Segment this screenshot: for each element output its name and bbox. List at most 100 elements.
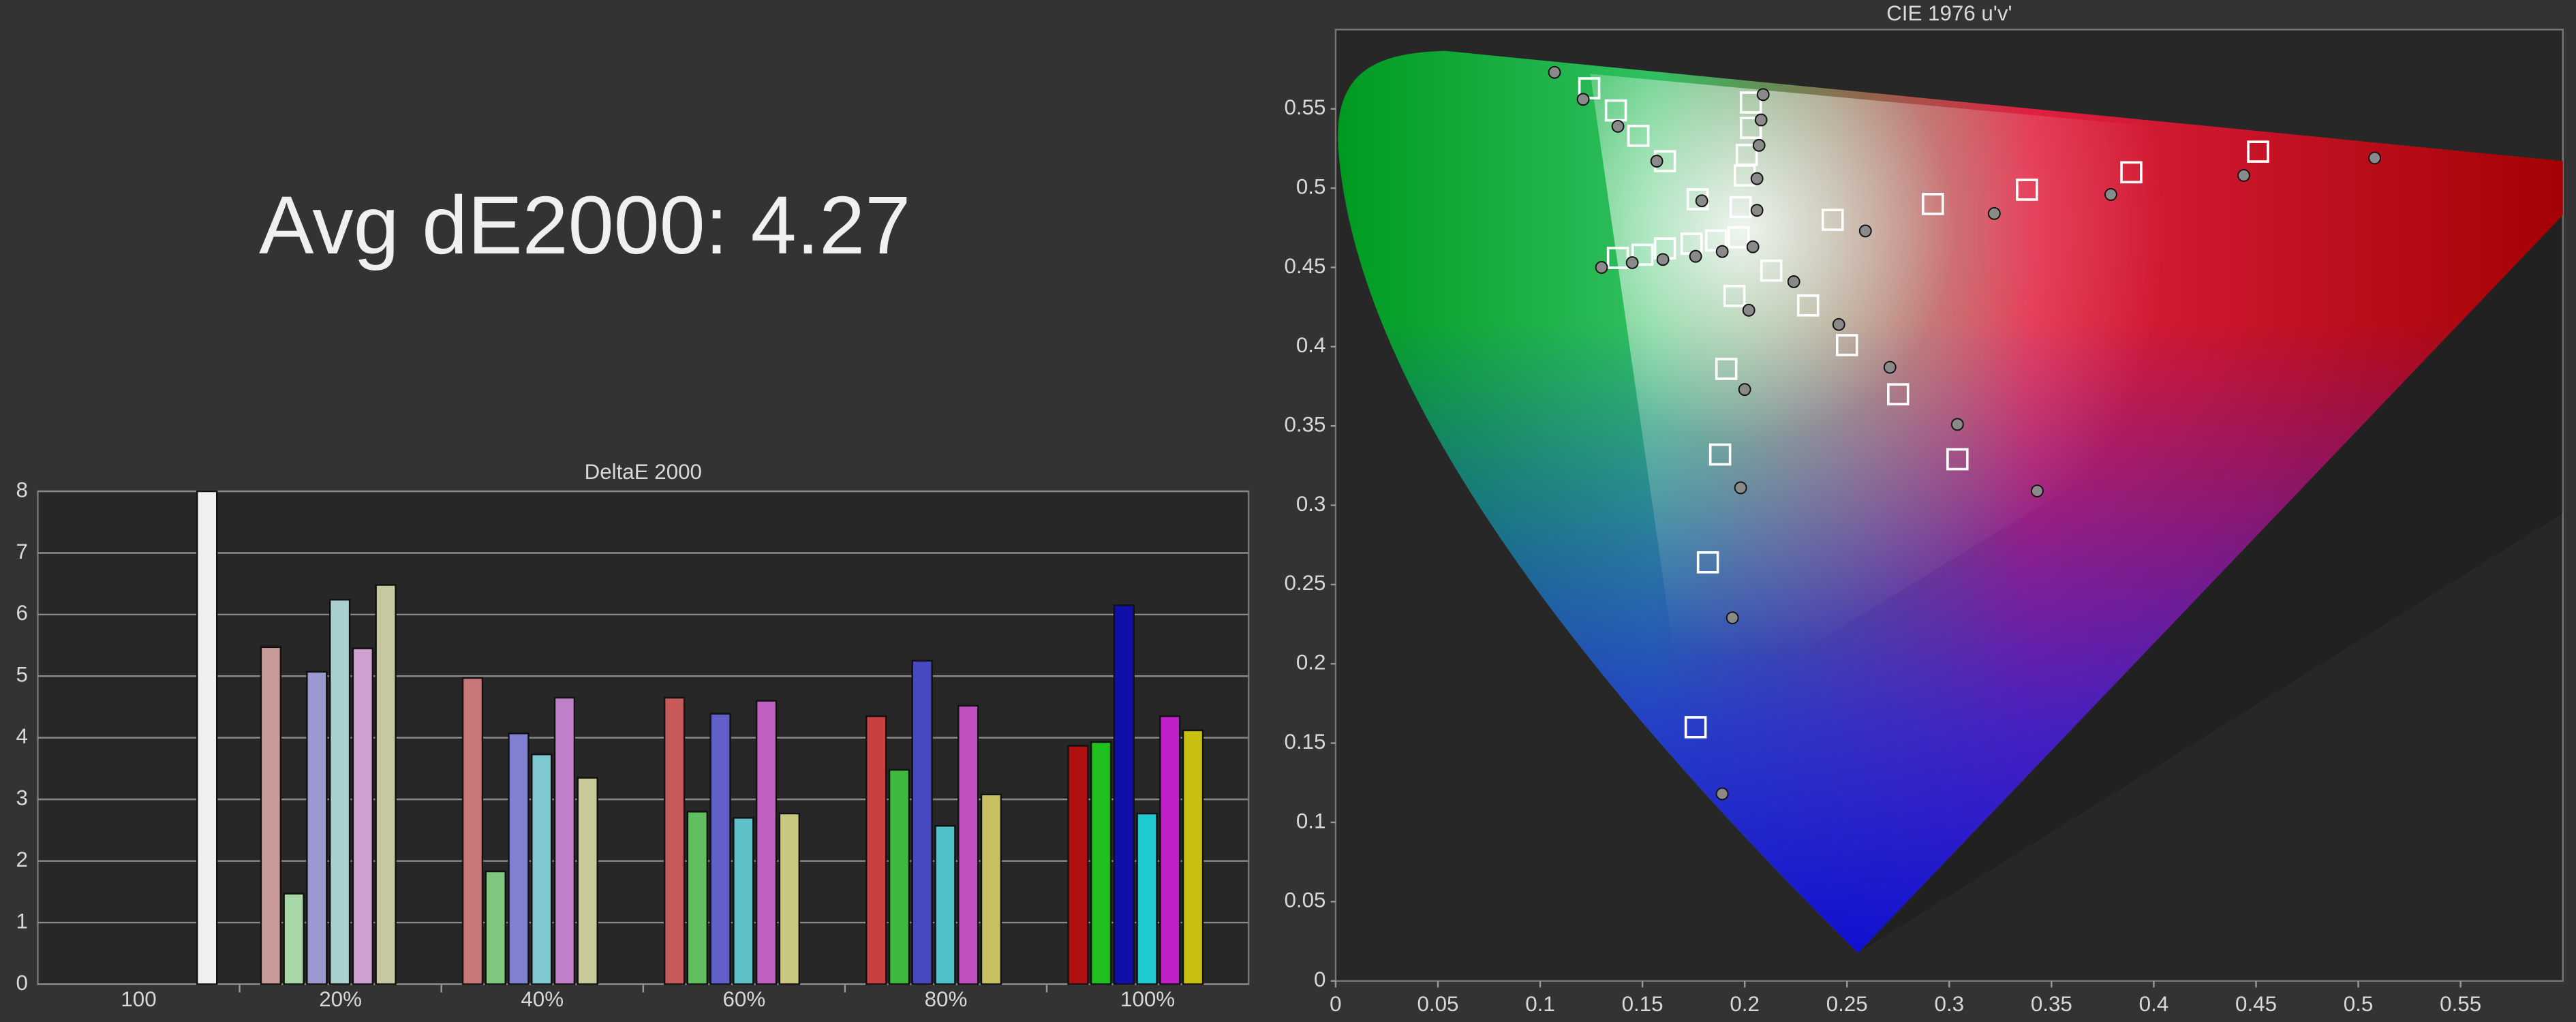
y-tick-label: 0.1 [1296,809,1326,833]
target-point [1796,294,1820,317]
measured-point [1742,303,1755,317]
y-tick-label: 8 [16,478,28,501]
gamut-diagram [1338,50,2563,953]
bar [686,811,709,985]
target-point [1835,334,1858,356]
measured-point [2104,188,2117,201]
measured-point [1750,204,1764,217]
x-tick-label: 0.45 [2235,992,2277,1016]
measured-point [1726,611,1739,625]
measured-point [1883,360,1897,374]
bar [485,870,506,985]
y-tick-label: 5 [16,663,28,687]
measured-point [1987,206,2001,220]
measured-point [1548,65,1561,79]
y-tick-label: 0.55 [1284,95,1325,119]
bar [888,769,910,985]
y-tick-label: 0.5 [1296,174,1326,198]
measured-point [1689,249,1702,263]
target-point [1696,551,1719,574]
target-point [1723,285,1746,307]
measured-point [1756,88,1770,102]
bar [283,893,305,985]
measured-point [1695,194,1708,208]
x-tick-label: 0.4 [2139,992,2169,1016]
bar [531,754,553,985]
y-tick-label: 3 [16,786,28,810]
y-tick-label: 6 [16,601,28,625]
bar [508,732,530,985]
target-point [1708,443,1732,466]
measured-point [1576,93,1590,106]
y-tick-label: 0.3 [1296,492,1326,516]
x-tick-label: 0.05 [1417,992,1458,1016]
bar [1159,715,1181,985]
target-point [2120,161,2143,184]
measured-point [1738,383,1751,397]
measured-point [1950,418,1964,431]
target-point [1760,259,1783,282]
measured-point [1752,138,1766,152]
bar [1067,745,1089,985]
x-tick-label: 0.15 [1622,992,1663,1016]
x-tick-label: 0.25 [1826,992,1868,1016]
y-tick-label: 0.2 [1296,651,1326,675]
target-point [1684,716,1707,739]
x-tick-label: 0.3 [1935,992,1965,1016]
y-tick-label: 0.45 [1284,254,1325,278]
measured-point [2237,169,2250,182]
bar [733,817,754,985]
target-point [1729,196,1752,219]
measured-point [2030,484,2044,498]
bar [755,700,778,985]
gamut-triangle [1590,74,2563,724]
target-point [1606,247,1629,269]
measured-point [1650,155,1663,168]
measured-point [1625,256,1639,269]
purple-line-shade [1858,215,2563,953]
measured-point [1858,224,1872,238]
target-point [1739,91,1762,114]
bar [1136,812,1158,985]
bar [196,490,218,985]
bar [709,713,731,985]
y-tick-label: 0.25 [1284,571,1325,595]
bar [375,584,397,985]
average-delta-e: Avg dE2000: 4.27 [259,179,910,271]
measured-point [1715,787,1729,801]
y-tick-label: 4 [16,724,28,748]
measured-point [1595,261,1608,274]
measured-point [1746,240,1760,253]
bar [934,824,956,985]
measured-point [1715,245,1729,258]
bar [553,696,576,985]
x-tick-label: 0.1 [1525,992,1555,1016]
bar [260,646,282,985]
bar [328,599,351,985]
measured-point [1832,318,1845,331]
x-tick-label: 0 [1330,992,1341,1016]
x-tick-label: 100% [1120,987,1175,1011]
bar [865,715,887,985]
measured-point [1787,275,1800,288]
y-tick-label: 0 [1314,967,1325,991]
bar [1113,604,1135,985]
measured-point [2368,151,2381,165]
bar [577,777,598,985]
target-point [1715,358,1738,380]
measured-point [1734,481,1747,495]
target-point [1627,125,1650,147]
y-tick-label: 7 [16,540,28,563]
target-point [1821,208,1844,231]
bar [306,670,328,985]
bar [461,677,484,985]
x-tick-label: 0.35 [2031,992,2072,1016]
y-tick-label: 0.05 [1284,888,1325,912]
x-tick-label: 80% [925,987,968,1011]
measured-point [1611,119,1625,133]
chart-title: DeltaE 2000 [585,460,702,484]
target-point [1631,243,1654,266]
x-tick-label: 20% [319,987,362,1011]
